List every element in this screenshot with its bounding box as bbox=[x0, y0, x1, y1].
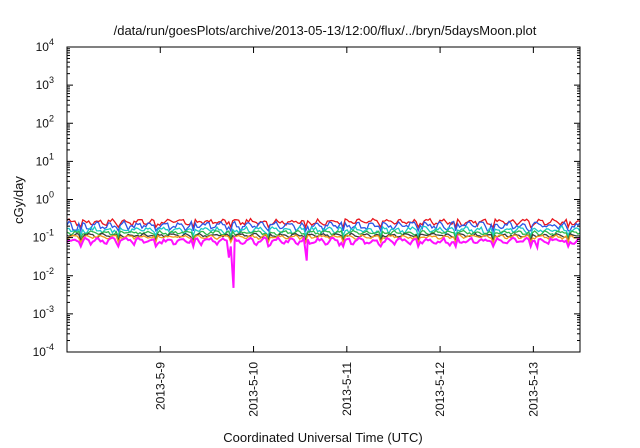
chart-title: /data/run/goesPlots/archive/2013-05-13/1… bbox=[114, 23, 537, 38]
y-tick-label: 10-3 bbox=[33, 304, 54, 321]
y-tick-label: 10-2 bbox=[33, 266, 54, 283]
series-line bbox=[66, 234, 581, 288]
y-tick-label: 102 bbox=[36, 113, 54, 130]
series-line bbox=[66, 217, 581, 230]
series-line bbox=[66, 229, 581, 241]
x-tick-label: 2013-5-13 bbox=[526, 362, 540, 417]
y-axis-label: cGy/day bbox=[11, 176, 26, 224]
x-tick-label: 2013-5-10 bbox=[247, 362, 261, 417]
series-line bbox=[66, 233, 581, 245]
y-tick-label: 101 bbox=[36, 151, 54, 168]
y-tick-label: 10-4 bbox=[33, 342, 54, 359]
x-tick-label: 2013-5-12 bbox=[433, 362, 447, 417]
y-tick-label: 10-1 bbox=[33, 228, 54, 245]
series-line bbox=[66, 225, 581, 238]
y-tick-label: 103 bbox=[36, 75, 54, 92]
x-axis-label: Coordinated Universal Time (UTC) bbox=[223, 430, 422, 445]
y-tick-label: 100 bbox=[36, 190, 54, 207]
x-axis: 2013-5-9 2013-5-10 2013-5-11 2013-5-12 2013-… bbox=[153, 47, 540, 417]
plot-frame bbox=[66, 46, 581, 353]
y-tick-label: 104 bbox=[36, 37, 54, 54]
y-axis: 10-4 10-3 10-2 10-1 100 101 102 103 104 bbox=[33, 37, 580, 359]
x-tick-label: 2013-5-9 bbox=[153, 362, 167, 410]
x-tick-label: 2013-5-11 bbox=[340, 362, 354, 416]
series-line bbox=[66, 232, 581, 243]
series-layer bbox=[66, 217, 581, 288]
